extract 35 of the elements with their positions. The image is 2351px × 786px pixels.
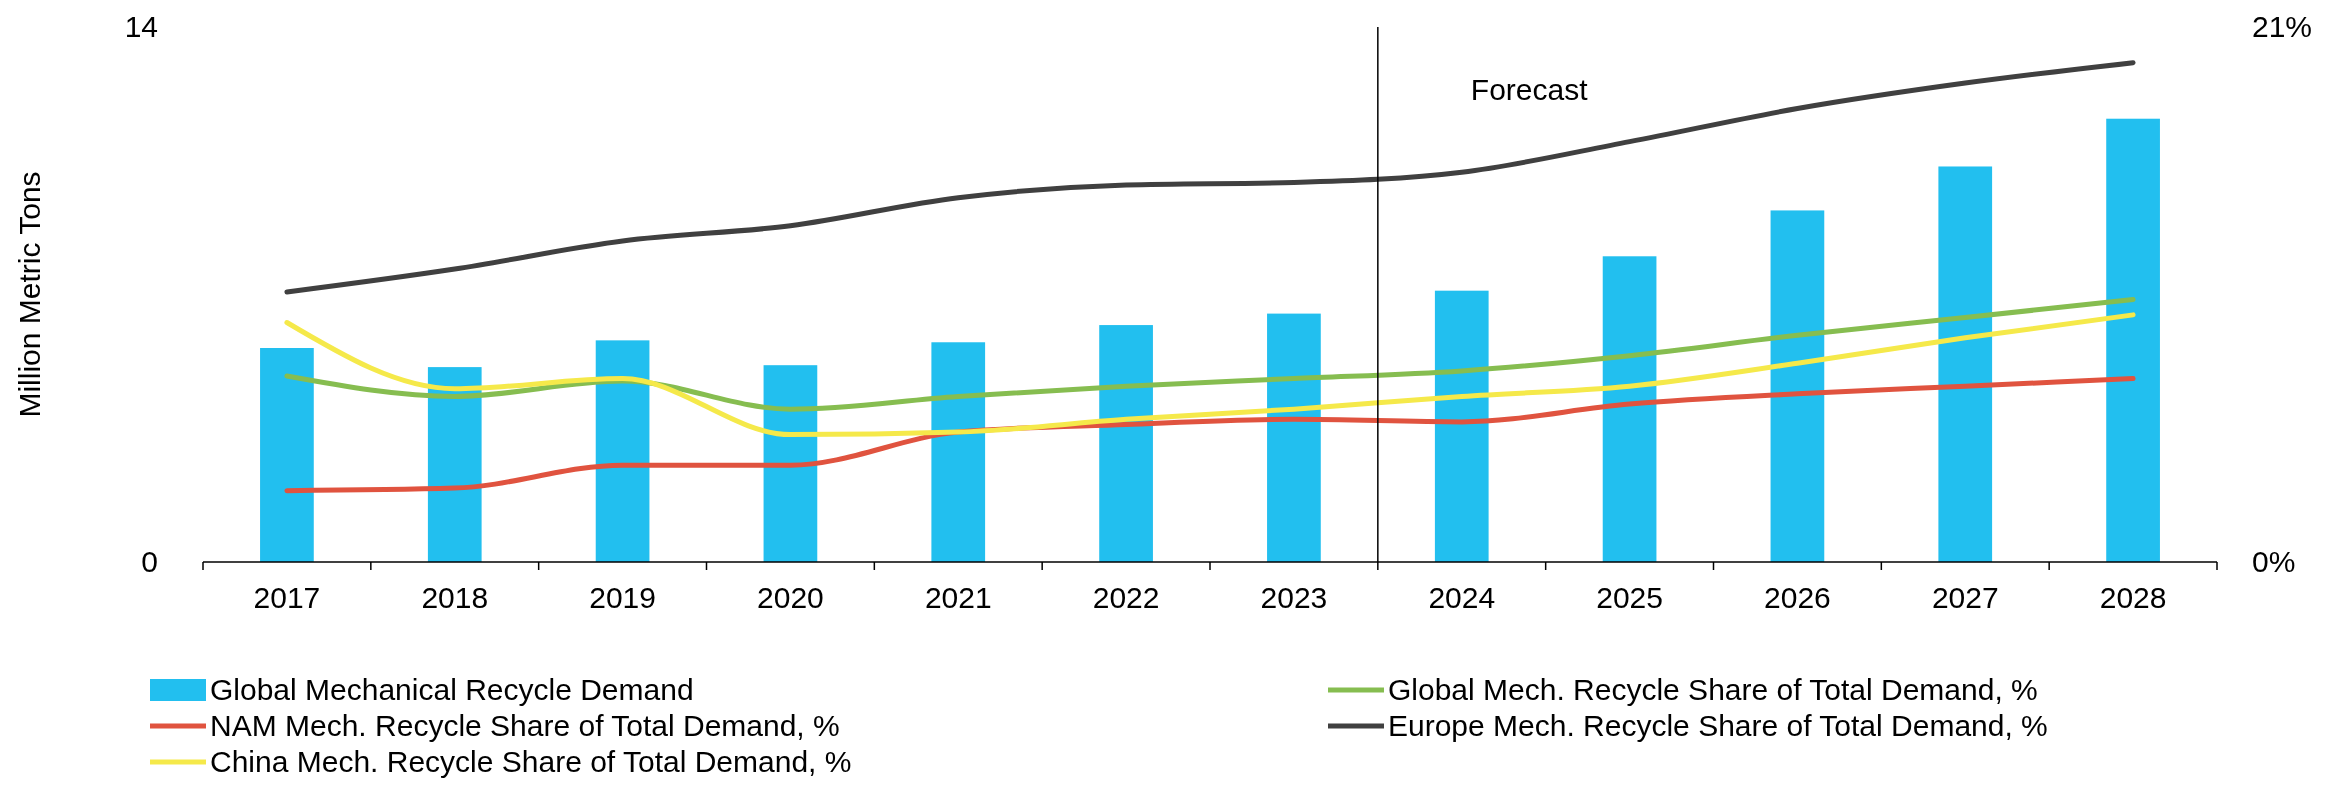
- x-tick-label: 2023: [1260, 581, 1328, 614]
- y2-tick-label: 21%: [2252, 10, 2313, 43]
- bar: [1770, 210, 1825, 562]
- x-tick-label: 2020: [757, 581, 824, 614]
- x-tick-label: 2026: [1764, 581, 1831, 614]
- x-tick-label: 2025: [1596, 581, 1663, 614]
- legend-label: China Mech. Recycle Share of Total Demand, %: [210, 745, 852, 778]
- bar: [1602, 256, 1657, 562]
- x-tick-label: 2018: [421, 581, 489, 614]
- y-tick-label: 14: [124, 10, 158, 43]
- x-tick-label: 2024: [1428, 581, 1496, 614]
- bar: [1434, 290, 1489, 562]
- bar: [1267, 313, 1321, 562]
- legend-label: NAM Mech. Recycle Share of Total Demand, %: [210, 709, 840, 742]
- x-tick-label: 2021: [924, 581, 992, 614]
- x-tick-label: 2017: [253, 581, 321, 614]
- legend-label: Global Mechanical Recycle Demand: [210, 673, 694, 706]
- bar: [763, 365, 818, 562]
- bar: [931, 342, 986, 562]
- annotation: Forecast: [1470, 73, 1589, 106]
- bar: [260, 348, 314, 562]
- y-tick-label: 0: [141, 545, 158, 578]
- y-axis-title: Million Metric Tons: [13, 171, 46, 418]
- legend-label: Europe Mech. Recycle Share of Total Demand, %: [1388, 709, 2048, 742]
- bar: [595, 340, 650, 562]
- bar: [2106, 118, 2160, 562]
- y2-tick-label: 0%: [2252, 545, 2296, 578]
- bar: [1099, 325, 1153, 562]
- x-tick-label: 2022: [1092, 581, 1160, 614]
- bar: [1938, 166, 1993, 562]
- x-tick-label: 2019: [589, 581, 656, 614]
- x-tick-label: 2027: [1931, 581, 1999, 614]
- x-tick-label: 2028: [2099, 581, 2167, 614]
- legend-label: Global Mech. Recycle Share of Total Demand, %: [1388, 673, 2038, 706]
- bar: [427, 367, 482, 562]
